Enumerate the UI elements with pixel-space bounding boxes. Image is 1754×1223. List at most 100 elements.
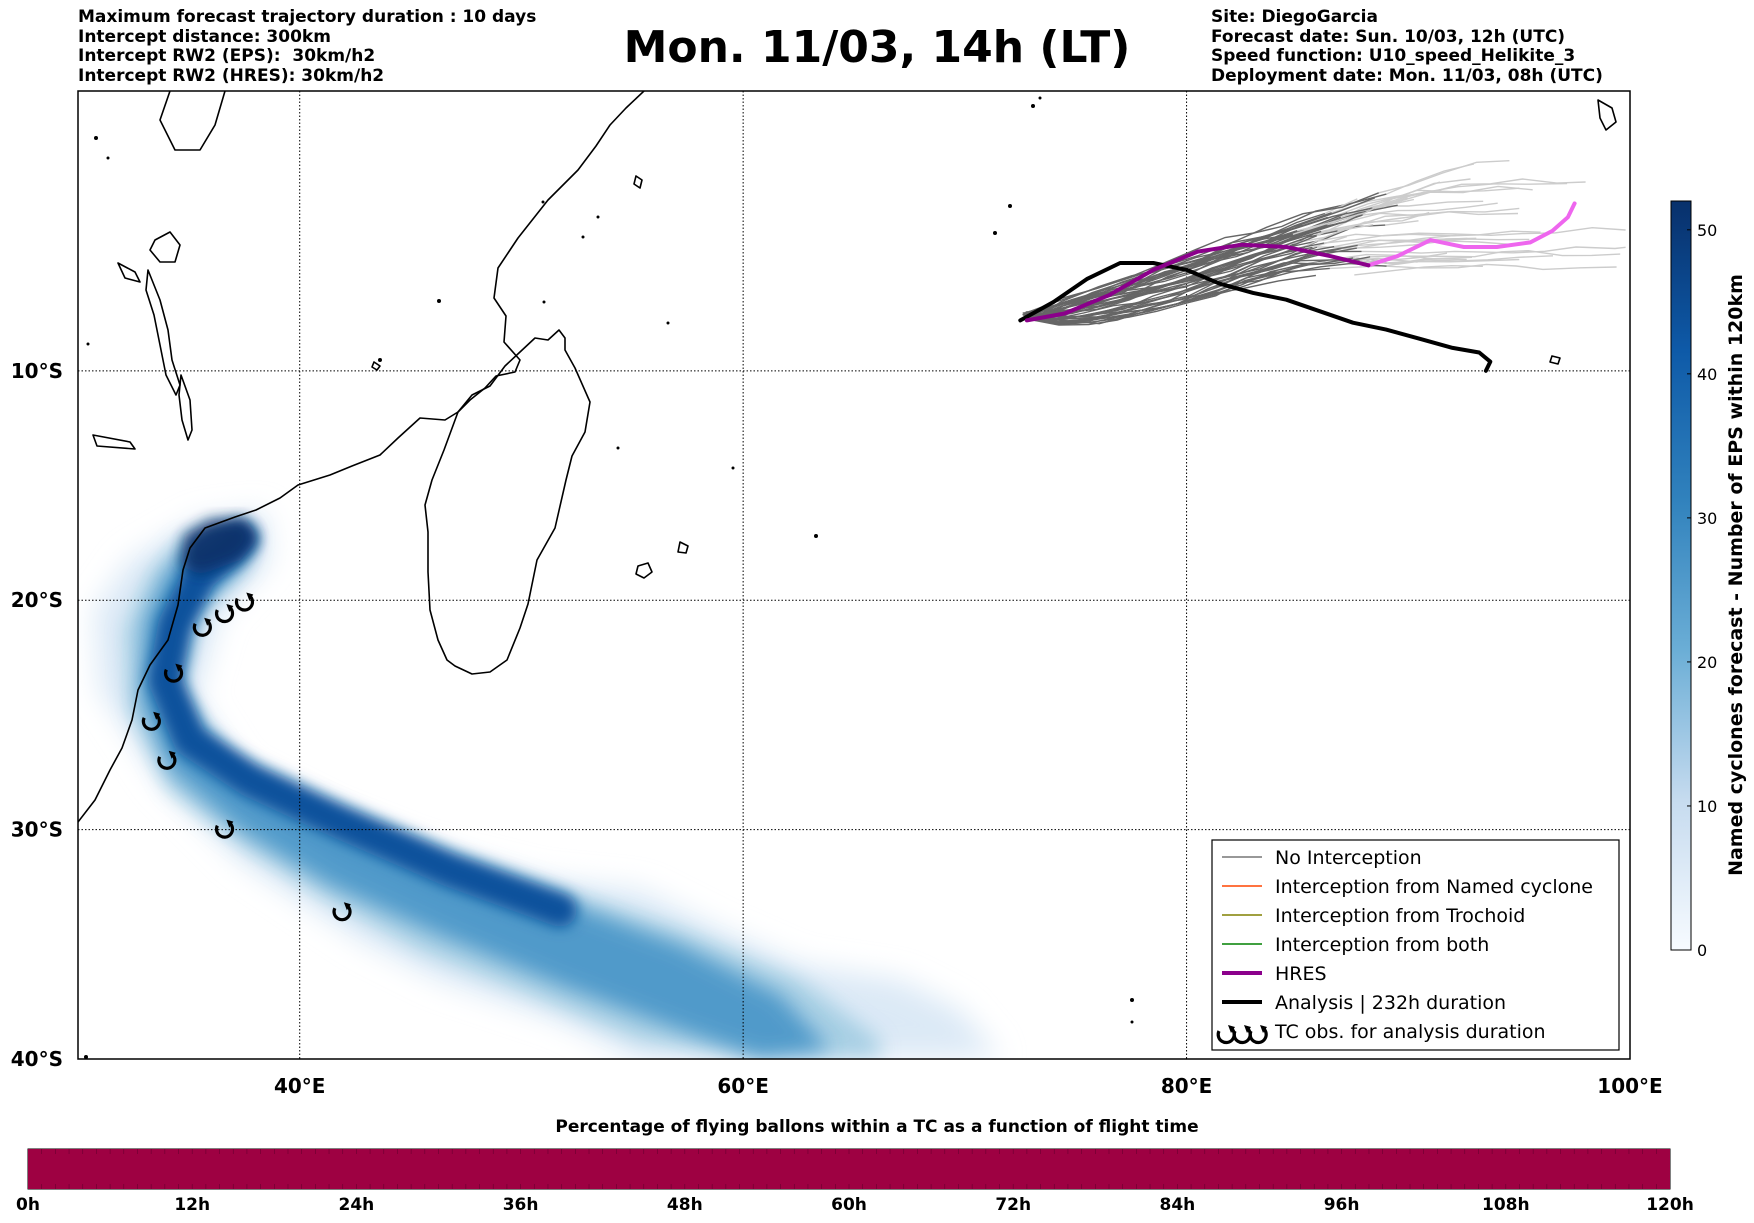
lake-tanganyika [145, 269, 181, 396]
lake-small-2 [117, 262, 141, 283]
legend: No Interception Interception from Named c… [1211, 839, 1620, 1051]
eps-track-late [1370, 249, 1621, 258]
flight-time-tick-label: 108h [1482, 1195, 1530, 1215]
lat-tick-label: 30°S [11, 818, 63, 842]
lon-tick-label: 100°E [1597, 1074, 1662, 1098]
island-sri-lanka-tip [1597, 99, 1617, 131]
eps-track [1035, 256, 1371, 324]
header-intercept-eps: Intercept RW2 (EPS): 30km/h2 [78, 46, 376, 66]
header-intercept-hres: Intercept RW2 (HRES): 30km/h2 [78, 65, 385, 86]
header-right: Site: DiegoGarcia Forecast date: Sun. 10… [1211, 7, 1603, 86]
header-deployment-date: Deployment date: Mon. 11/03, 08h (UTC) [1211, 65, 1603, 86]
flight-time-bar: 0h 12h 24h 36h 48h 60h 72h 84h 96h 108h 120h [16, 1148, 1694, 1215]
flight-time-tick-label: 48h [667, 1195, 703, 1215]
tc-obs-marker [141, 711, 161, 731]
legend-item: TC obs. for analysis duration [1216, 1021, 1546, 1045]
flight-time-bar-fill [28, 1149, 1670, 1189]
lat-tick-labels: 10°S 20°S 30°S 40°S [11, 359, 63, 1071]
flight-time-tick-label: 84h [1160, 1195, 1196, 1215]
legend-label: Interception from Named cyclone [1275, 876, 1593, 898]
mauritius [677, 541, 689, 554]
density-core [148, 523, 577, 927]
eps-track-late [1324, 198, 1358, 215]
legend-label: Interception from both [1275, 934, 1489, 956]
eps-track-late [1324, 226, 1626, 244]
eps-density-plume [95, 512, 1000, 1059]
eps-track-late [1352, 252, 1448, 262]
flight-time-tick-label: 60h [831, 1195, 867, 1215]
lon-tick-label: 80°E [1161, 1074, 1213, 1098]
colorbar-tick-label: 0 [1697, 941, 1707, 960]
eps-track-late [1354, 264, 1483, 276]
tc-obs-marker [157, 750, 177, 770]
legend-item: Interception from Trochoid [1222, 905, 1525, 927]
flight-time-tick-label: 12h [174, 1195, 210, 1215]
flight-time-tick-label: 72h [995, 1195, 1031, 1215]
colorbar-tick-label: 10 [1697, 797, 1717, 816]
header-max-duration: Maximum forecast trajectory duration : 1… [78, 7, 537, 27]
flight-time-tick-label: 36h [503, 1195, 539, 1215]
eps-track-late [1300, 211, 1430, 249]
tc-obs-marker [214, 819, 235, 839]
page-title: Mon. 11/03, 14h (LT) [623, 22, 1131, 73]
flight-time-tick-labels: 0h 12h 24h 36h 48h 60h 72h 84h 96h 108h 120h [16, 1195, 1694, 1215]
header-site: Site: DiegoGarcia [1211, 7, 1378, 27]
eps-track-late [1307, 257, 1418, 265]
colorbar-gradient [1670, 200, 1692, 951]
flight-time-tick-label: 96h [1324, 1195, 1360, 1215]
island-chagos-a [1549, 355, 1561, 365]
eps-track-late [1341, 240, 1509, 250]
coastlines [78, 91, 1617, 823]
eps-track [1028, 207, 1376, 313]
legend-label: TC obs. for analysis duration [1274, 1021, 1546, 1043]
lon-tick-labels: 40°E 60°E 80°E 100°E [274, 1074, 1663, 1098]
eps-track [1023, 259, 1387, 324]
eps-track-late [1362, 202, 1498, 216]
reunion [635, 562, 653, 579]
legend-label: No Interception [1275, 847, 1422, 869]
colorbar-tick-label: 50 [1697, 221, 1717, 240]
legend-label: Interception from Trochoid [1275, 905, 1525, 927]
flight-time-tick-label: 0h [16, 1195, 40, 1215]
legend-item: Interception from both [1222, 934, 1489, 956]
lake-victoria [149, 231, 181, 263]
eps-track-late [1292, 192, 1428, 235]
colorbar-ticks: 0 10 20 30 40 50 [1687, 221, 1717, 960]
legend-item: Analysis | 232h duration [1222, 992, 1506, 1014]
eps-tracks [1022, 160, 1626, 326]
map-frame [77, 90, 1631, 1060]
comoros [371, 361, 381, 371]
colorbar: 0 10 20 30 40 50 Named cyclones forecast - Nu… [1670, 200, 1747, 960]
lat-tick-label: 20°S [11, 588, 63, 612]
legend-label: Analysis | 232h duration [1275, 992, 1506, 1014]
eps-track-late [1378, 160, 1510, 194]
tc-obs-marker [214, 603, 235, 624]
red-sea-coast [159, 91, 226, 151]
eps-track-late [1354, 178, 1586, 217]
colorbar-tick-label: 40 [1697, 365, 1717, 384]
eps-track-late [1359, 255, 1554, 264]
flight-time-tick-label: 120h [1646, 1195, 1694, 1215]
legend-label: HRES [1275, 963, 1327, 985]
eps-track [1034, 242, 1325, 322]
tc-obs-marker [163, 663, 184, 683]
hres-track [1024, 242, 1371, 323]
colorbar-label: Named cyclones forecast - Number of EPS … [1725, 274, 1747, 876]
lon-tick-label: 40°E [274, 1074, 326, 1098]
header-speed-function: Speed function: U10_speed_Helikite_3 [1211, 46, 1576, 66]
tc-obs-marker [332, 902, 352, 922]
legend-item: Interception from Named cyclone [1222, 876, 1593, 898]
lake-small-1 [92, 434, 136, 450]
legend-tc-icon [1248, 1025, 1268, 1045]
seychelles [633, 175, 643, 189]
flight-time-title: Percentage of flying ballons within a TC… [555, 1117, 1199, 1137]
analysis-track [1018, 261, 1493, 373]
eps-track-late [1385, 220, 1419, 226]
eps-track [1035, 197, 1376, 318]
eps-track-late [1386, 263, 1617, 271]
flight-time-tick-label: 24h [339, 1195, 375, 1215]
legend-item: No Interception [1222, 847, 1422, 869]
colorbar-tick-label: 30 [1697, 509, 1717, 528]
eps-track-late [1383, 182, 1568, 201]
